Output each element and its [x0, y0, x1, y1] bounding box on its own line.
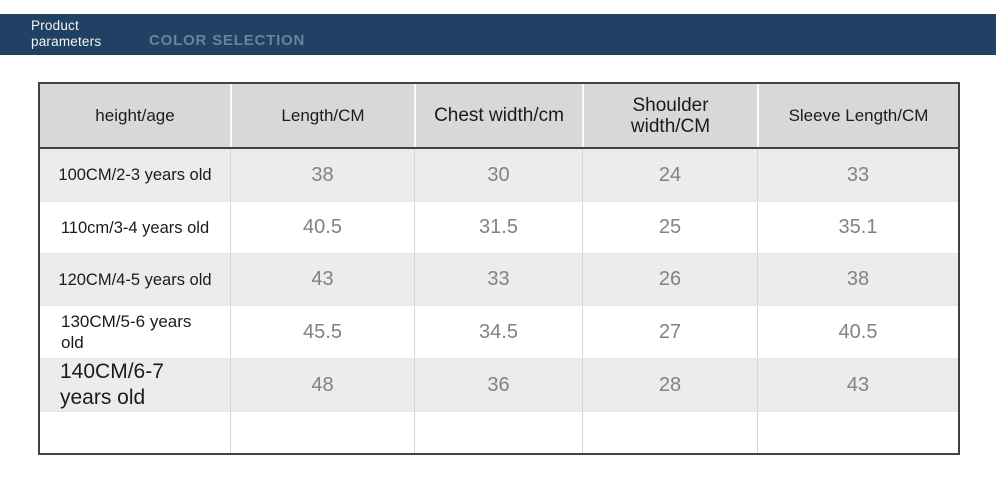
length-value: 40.5: [230, 202, 414, 253]
chest-width-value: 34.5: [414, 306, 582, 358]
product-parameters-banner: Product parameters COLOR SELECTION: [0, 14, 996, 55]
row-label: 130CM/5-6 years old: [61, 312, 192, 352]
table-row: 130CM/5-6 years old 45.5 34.5 27 40.5: [40, 305, 958, 358]
header-height-age: height/age: [95, 106, 175, 125]
chest-width-value: 31.5: [414, 202, 582, 253]
header-shoulder-width-text: Shoulder width/CM: [630, 94, 711, 137]
chest-width-value: 36: [414, 359, 582, 411]
header-length: Length/CM: [230, 84, 414, 147]
chest-width-value: 33: [414, 254, 582, 305]
shoulder-width-value: 24: [582, 149, 757, 201]
sleeve-length-value: 33: [757, 149, 958, 201]
length-value: 45.5: [230, 306, 414, 358]
sleeve-length-value: 38: [757, 254, 958, 305]
table-row: 140CM/6-7 years old 48 36 28 43: [40, 358, 958, 411]
chest-width-value: 30: [414, 149, 582, 201]
product-parameters-label: Product parameters: [31, 18, 102, 49]
empty-table-row: [40, 411, 958, 453]
row-label: 100CM/2-3 years old: [58, 166, 212, 184]
shoulder-width-value: 26: [582, 254, 757, 305]
table-row: 100CM/2-3 years old 38 30 24 33: [40, 149, 958, 201]
shoulder-width-value: 25: [582, 202, 757, 253]
shoulder-width-value: 28: [582, 359, 757, 411]
length-value: 48: [230, 359, 414, 411]
row-label: 120CM/4-5 years old: [58, 270, 212, 289]
header-shoulder-width: Shoulder width/CM: [582, 84, 757, 147]
empty-cell: [40, 412, 230, 453]
shoulder-width-value: 27: [582, 306, 757, 358]
length-value: 43: [230, 254, 414, 305]
color-selection-label: COLOR SELECTION: [149, 32, 306, 49]
sleeve-length-value: 35.1: [757, 202, 958, 253]
length-value: 38: [230, 149, 414, 201]
table-row: 110cm/3-4 years old 40.5 31.5 25 35.1: [40, 201, 958, 253]
header-chest-width: Chest width/cm: [414, 84, 582, 147]
header-sleeve-length: Sleeve Length/CM: [757, 84, 958, 147]
sleeve-length-value: 40.5: [757, 306, 958, 358]
sleeve-length-value: 43: [757, 359, 958, 411]
empty-cell: [757, 412, 958, 453]
size-chart-header-row: height/age Length/CM Chest width/cm Shou…: [40, 84, 958, 149]
empty-cell: [414, 412, 582, 453]
empty-cell: [230, 412, 414, 453]
table-row: 120CM/4-5 years old 43 33 26 38: [40, 253, 958, 305]
empty-cell: [582, 412, 757, 453]
size-chart-table: height/age Length/CM Chest width/cm Shou…: [38, 82, 960, 455]
row-label: 110cm/3-4 years old: [60, 218, 210, 237]
row-label: 140CM/6-7 years old: [60, 360, 164, 409]
